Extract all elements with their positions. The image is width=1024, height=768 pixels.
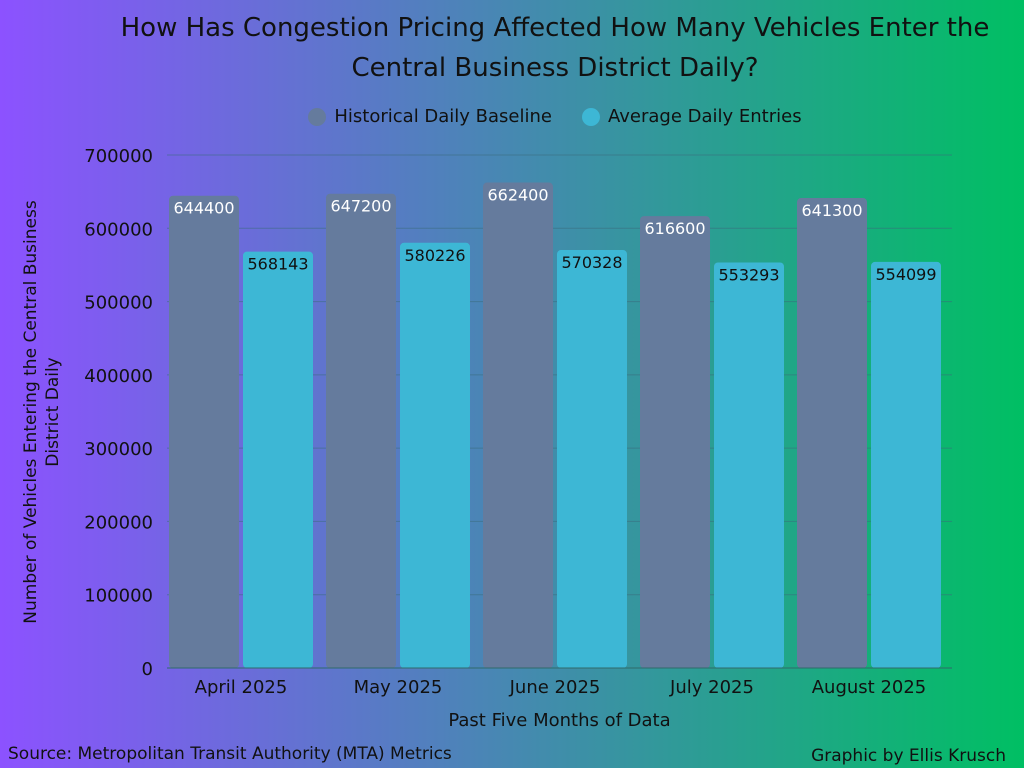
y-tick-label: 100000 [84,586,153,607]
bar-baseline [326,193,396,668]
bar-value-label: 644400 [173,199,234,218]
legend-label-baseline: Historical Daily Baseline [334,106,552,127]
credit-note: Graphic by Ellis Krusch [811,746,1006,766]
bar-value-label: 568143 [247,255,308,274]
y-tick-label: 300000 [84,439,153,460]
y-tick-label: 400000 [84,366,153,387]
y-tick-label: 0 [142,659,153,680]
bar-baseline [169,195,239,668]
legend-item-baseline: Historical Daily Baseline [308,106,552,127]
legend: Historical Daily Baseline Average Daily … [0,106,1024,127]
bar-value-label: 554099 [875,265,936,284]
bar-value-label: 553293 [718,266,779,285]
y-tick-label: 200000 [84,512,153,533]
bar-value-label: 647200 [330,197,391,216]
legend-item-entries: Average Daily Entries [582,106,802,127]
bar-value-label: 641300 [801,201,862,220]
bar-baseline [797,198,867,668]
x-tick-label: July 2025 [669,677,754,698]
x-tick-label: May 2025 [354,677,443,698]
x-tick-label: June 2025 [509,677,601,698]
x-tick-label: April 2025 [195,677,288,698]
bar-value-label: 570328 [561,253,622,272]
y-tick-label: 500000 [84,293,153,314]
chart-title: How Has Congestion Pricing Affected How … [120,13,990,83]
bar-entries [557,250,627,668]
y-axis-label: Number of Vehicles Entering the Central … [21,200,63,624]
legend-swatch-baseline [308,107,327,126]
y-tick-label: 700000 [84,146,153,167]
legend-label-entries: Average Daily Entries [608,106,802,127]
y-tick-label: 600000 [84,219,153,240]
x-tick-label: August 2025 [812,677,927,698]
x-axis-label: Past Five Months of Data [448,710,670,731]
legend-swatch-entries [582,107,600,126]
bar-baseline [483,182,553,669]
source-note: Source: Metropolitan Transit Authority (… [8,744,452,764]
bar-entries [714,262,784,668]
bar-entries [871,261,941,668]
bar-value-label: 662400 [487,186,548,205]
bar-value-label: 616600 [644,219,705,238]
bar-value-label: 580226 [404,246,465,265]
bar-baseline [640,216,710,668]
bar-entries [243,251,313,669]
bar-entries [400,242,470,669]
